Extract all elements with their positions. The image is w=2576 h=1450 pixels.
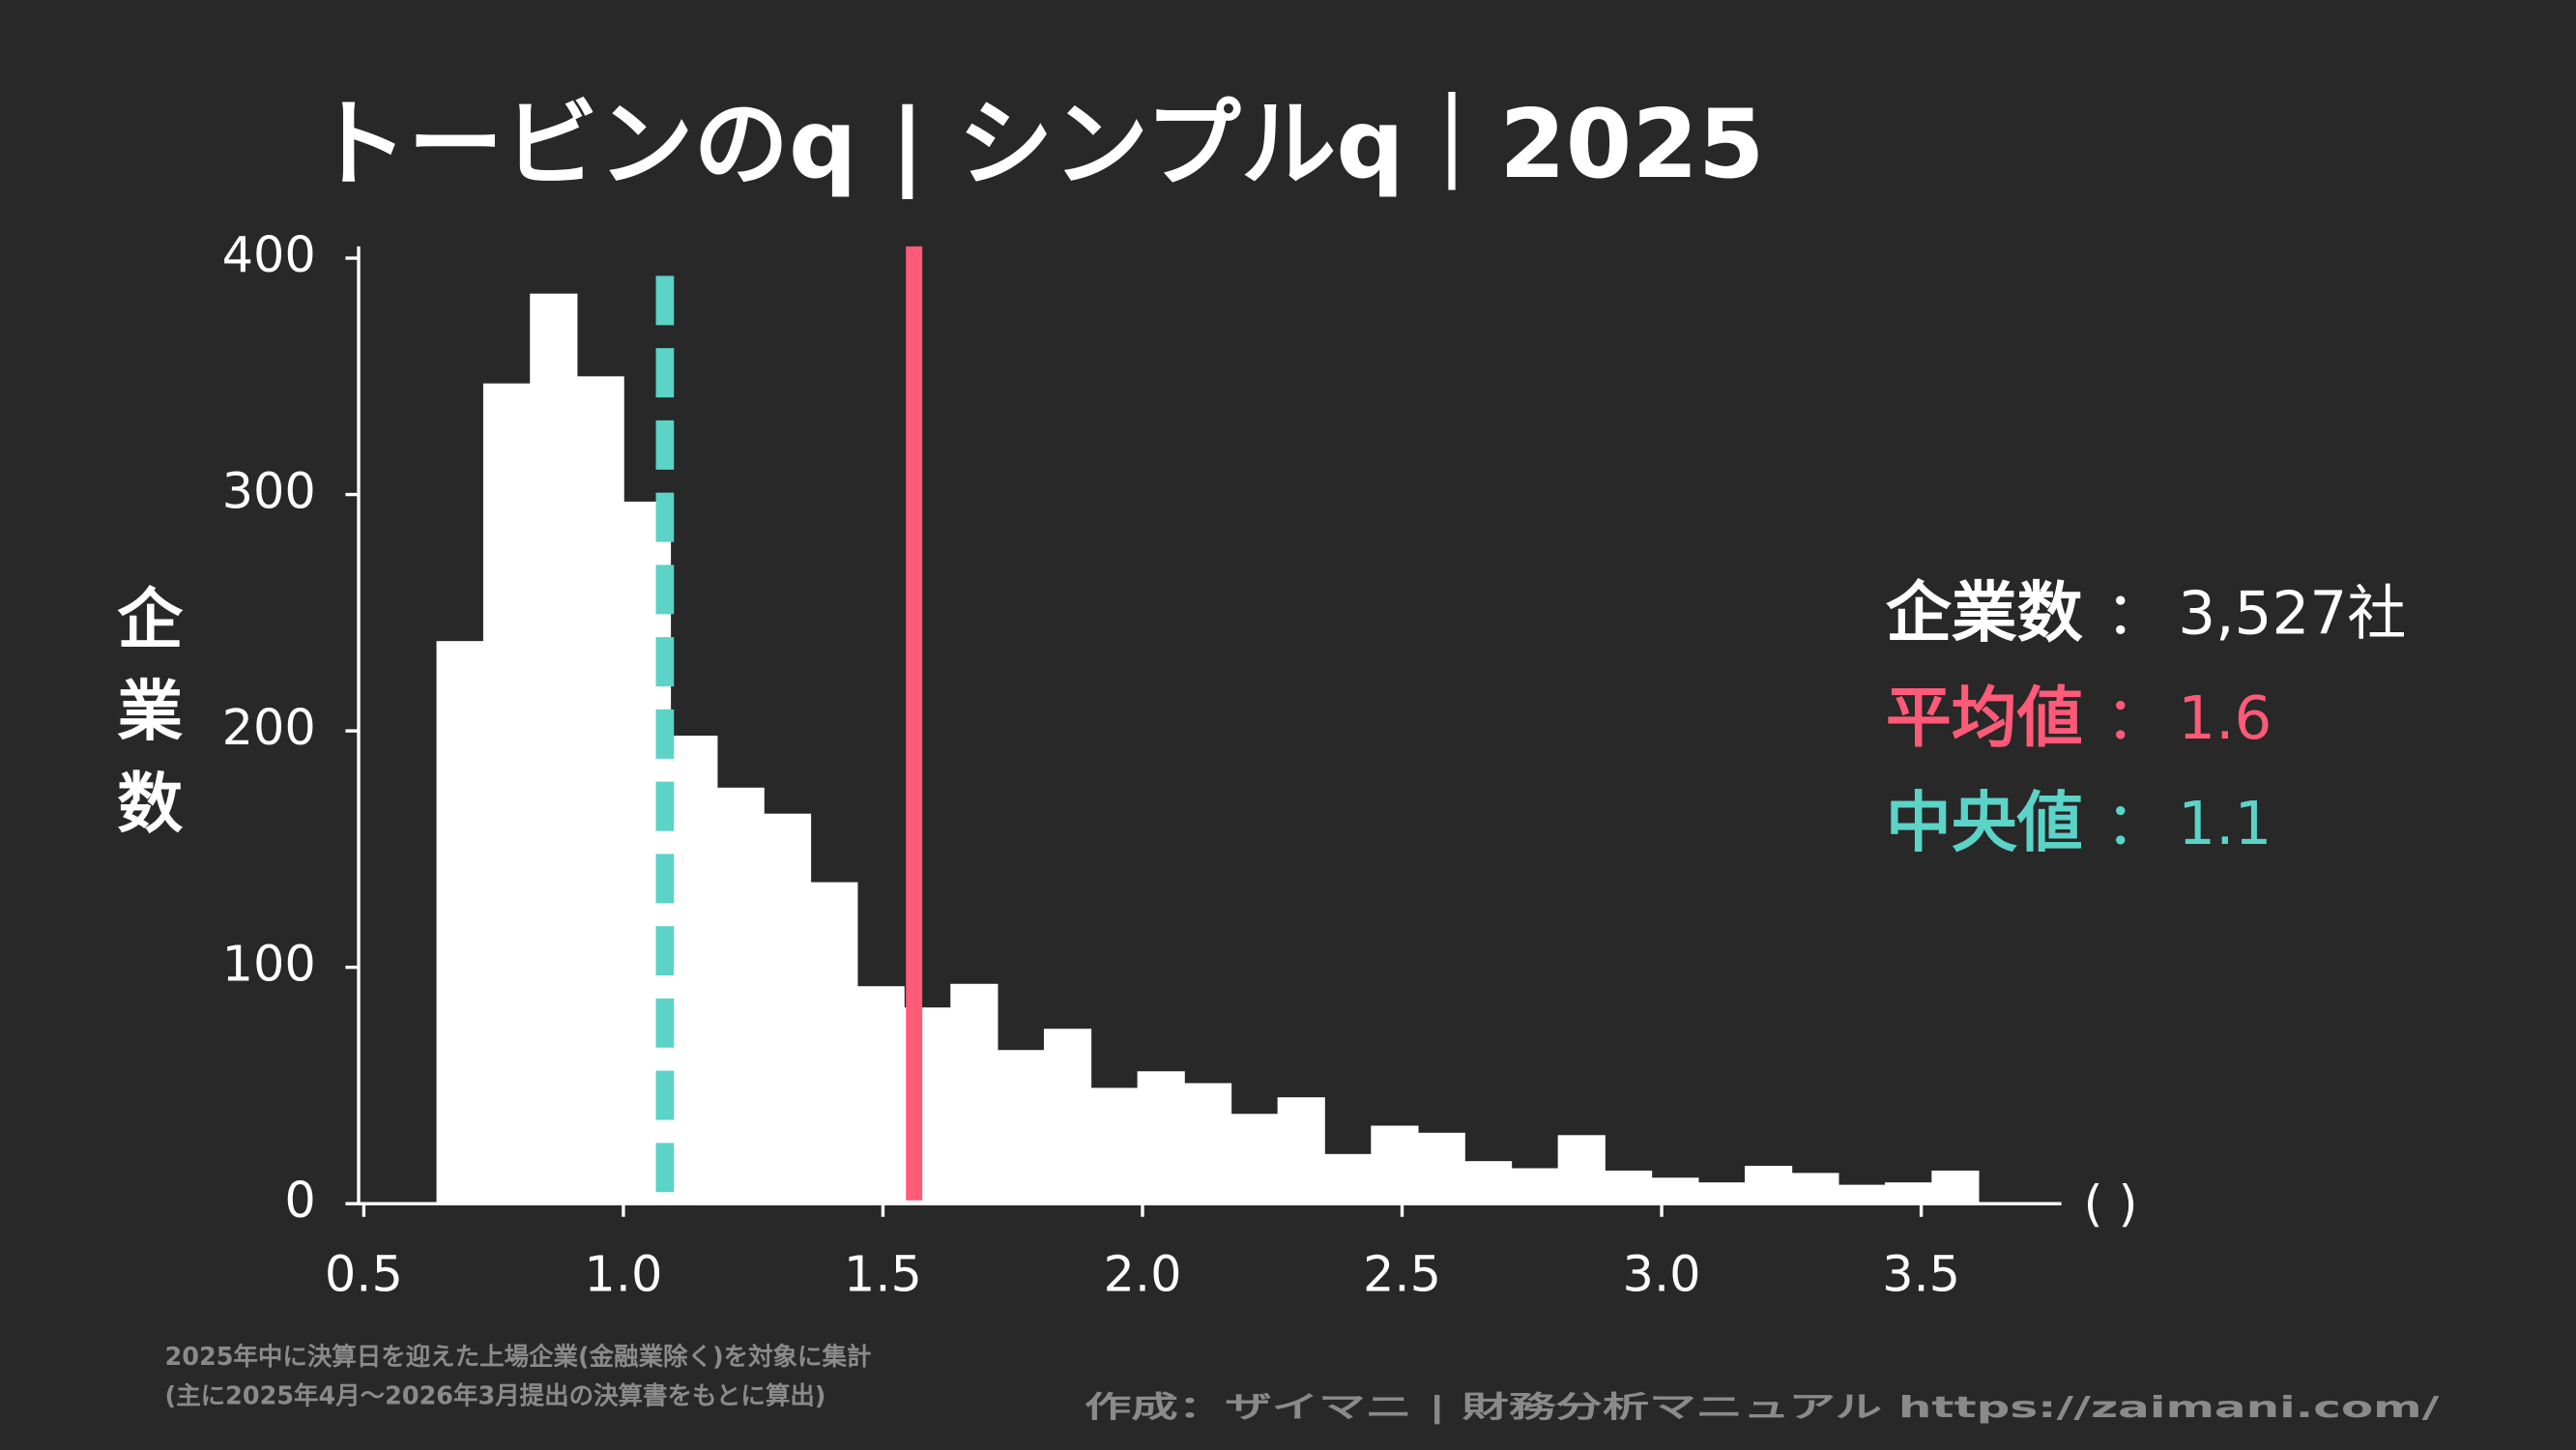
bar [576, 376, 624, 1204]
bar [1697, 1182, 1746, 1204]
stat-name: 企業数 [1886, 575, 2083, 652]
stat-separator: ： [2105, 684, 2164, 753]
bar [1931, 1170, 1980, 1204]
x-axis-label: ( ) [2084, 1176, 2138, 1233]
bar [763, 813, 812, 1204]
x-tick-label: 3.0 [1623, 1247, 1701, 1304]
bar [856, 986, 905, 1204]
bar [1371, 1125, 1419, 1204]
bar [1463, 1161, 1513, 1204]
bar [1744, 1166, 1793, 1204]
bar [950, 983, 999, 1204]
y-axis-label: 企業数 [117, 582, 184, 842]
y-tick-label: 0 [284, 1173, 315, 1230]
stat-name: 平均値 [1886, 681, 2083, 757]
credit: 作成：ザイマニ | 財務分析マニュアル https://zaimani.com/ [1085, 1390, 2441, 1425]
bar [1557, 1135, 1606, 1204]
stat-name: 中央値 [1886, 786, 2083, 862]
x-tick-label: 2.0 [1103, 1247, 1181, 1304]
stat-value: 1.1 [2178, 790, 2272, 858]
bar [482, 383, 532, 1204]
y-tick-label: 300 [222, 464, 316, 521]
stat-value: 1.6 [2178, 684, 2272, 753]
bar [1417, 1132, 1465, 1204]
bar [1137, 1071, 1185, 1204]
bar [1885, 1182, 1933, 1204]
bar [716, 787, 765, 1204]
x-tick-label: 2.5 [1363, 1247, 1441, 1304]
bar [997, 1050, 1045, 1204]
y-tick-label: 100 [222, 937, 316, 994]
bar [1043, 1029, 1092, 1204]
bar [1090, 1088, 1139, 1204]
y-tick-label: 200 [222, 700, 316, 757]
bar [1183, 1083, 1232, 1204]
bar [1277, 1097, 1325, 1204]
bar [1511, 1168, 1559, 1204]
bar [1604, 1170, 1653, 1204]
stat-separator: ： [2105, 579, 2164, 648]
x-tick-label: 0.5 [325, 1247, 403, 1304]
bar [436, 641, 484, 1204]
bar [1230, 1114, 1279, 1204]
x-tick-label: 1.5 [844, 1247, 922, 1304]
bar [1838, 1184, 1886, 1204]
x-tick-label: 3.5 [1882, 1247, 1960, 1304]
bar [1791, 1173, 1839, 1204]
bar [670, 736, 718, 1204]
bar [1651, 1177, 1699, 1204]
stat-separator: ： [2105, 790, 2164, 858]
bar [1323, 1153, 1373, 1204]
y-tick-label: 400 [222, 227, 316, 284]
bar [810, 882, 858, 1204]
stat-value: 3,527社 [2178, 579, 2406, 648]
bar [530, 293, 578, 1204]
footnote: 2025年中に決算日を迎えた上場企業(金融業除く)を対象に集計 [165, 1343, 872, 1372]
x-tick-label: 1.0 [584, 1247, 662, 1304]
footnote: (主に2025年4月〜2026年3月提出の決算書をもとに算出) [165, 1382, 826, 1411]
chart-title: トービンのq | シンプルq｜2025 [312, 90, 1764, 200]
